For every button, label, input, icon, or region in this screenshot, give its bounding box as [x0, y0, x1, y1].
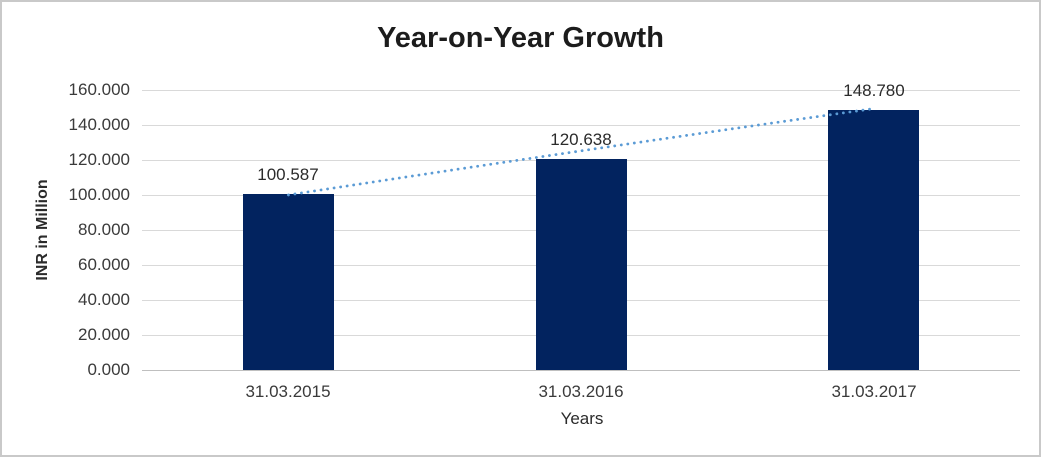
data-label: 120.638: [550, 130, 612, 149]
y-tick-label: 0.000: [87, 360, 130, 379]
bar-31.03.2017: [828, 110, 919, 370]
y-tick-label: 140.000: [68, 115, 130, 134]
data-label: 100.587: [257, 165, 319, 184]
y-tick-label: 100.000: [68, 185, 130, 204]
y-tick-label: 120.000: [68, 150, 130, 169]
bar-31.03.2016: [536, 159, 627, 370]
x-tick-label: 31.03.2016: [538, 382, 624, 401]
bar-31.03.2015: [243, 194, 334, 370]
y-tick-label: 20.000: [78, 325, 130, 344]
y-tick-label: 160.000: [68, 80, 130, 99]
x-tick-label: 31.03.2015: [245, 382, 331, 401]
x-axis-title: Years: [560, 409, 604, 428]
gridline: [142, 90, 1020, 91]
y-tick-label: 60.000: [78, 255, 130, 274]
chart-title: Year-on-Year Growth: [377, 22, 664, 54]
x-tick-label: 31.03.2017: [831, 382, 917, 401]
data-label: 148.780: [843, 81, 905, 100]
y-tick-label: 80.000: [78, 220, 130, 239]
x-axis-line: [142, 370, 1020, 371]
y-tick-label: 40.000: [78, 290, 130, 309]
